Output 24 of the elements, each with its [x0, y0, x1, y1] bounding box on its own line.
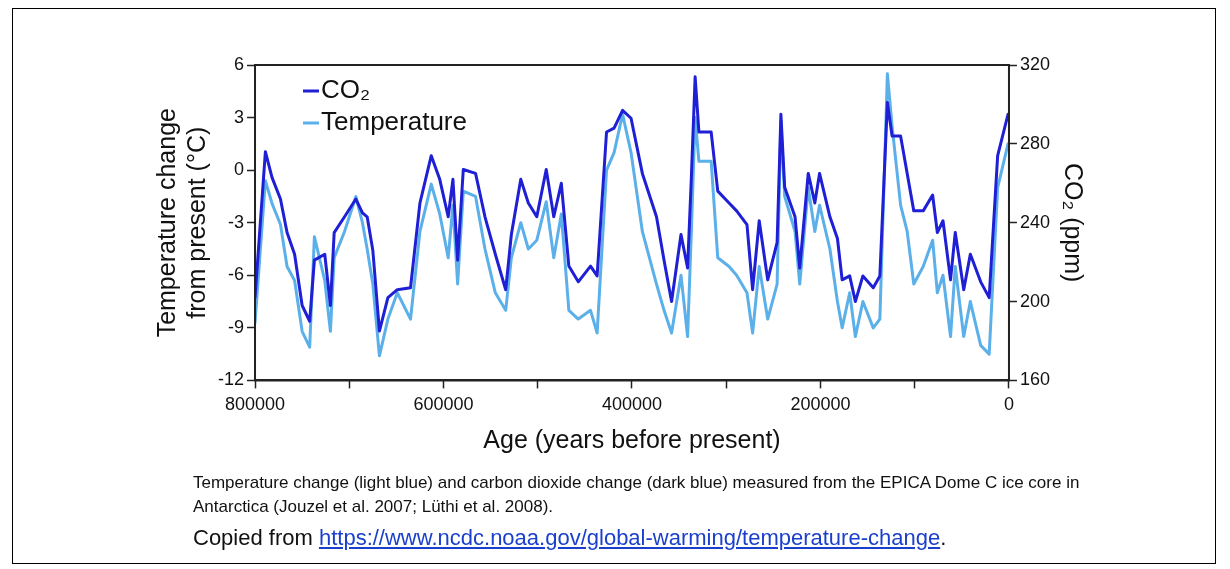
x-tick-label: 0	[1003, 394, 1014, 415]
y2-tick-label: 240	[1019, 211, 1051, 232]
y2-tick-label: 280	[1019, 132, 1051, 153]
y-tick-label: 3	[234, 106, 245, 127]
y-axis-title: Temperature change from present (°C)	[151, 108, 210, 338]
y-tick-label: -12	[218, 369, 245, 390]
y2-axis-title: CO₂ (ppm)	[1060, 162, 1089, 283]
legend-label: Temperature	[321, 106, 467, 137]
y2-tick-label: 320	[1019, 53, 1051, 74]
y-tick-label: 0	[234, 159, 245, 180]
x-tick-label: 200000	[790, 394, 851, 415]
y2-tick-label: 200	[1019, 290, 1051, 311]
y-tick-label: 6	[234, 53, 245, 74]
y-tick-label: -9	[228, 316, 245, 337]
x-axis-title: Age (years before present)	[483, 424, 781, 453]
legend-label: CO₂	[321, 74, 371, 105]
y2-tick-label: 160	[1019, 369, 1051, 390]
y-tick-label: -6	[228, 264, 245, 285]
text: Temperature change (light blue) and carbon dioxide change (dark blue) measured from the EPICA Dome C ice core in Antarctica (Jouzel et al. 2007; Lüthi et al. 2008).	[193, 472, 1081, 518]
x-tick-label: 600000	[413, 394, 474, 415]
x-tick-label: 800000	[224, 394, 286, 415]
x-tick-label: 400000	[601, 394, 663, 415]
text: Copied from https://www.ncdc.noaa.gov/global-warming/temperature-change.	[193, 524, 948, 552]
y-tick-label: -3	[228, 211, 245, 232]
